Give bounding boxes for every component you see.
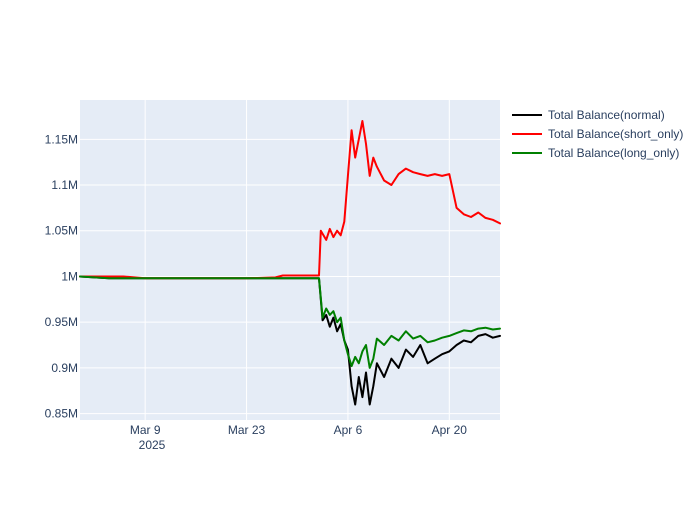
y-tick-label: 0.95M [45, 315, 78, 329]
legend-label-total-balance-short-only[interactable]: Total Balance(short_only) [548, 127, 683, 141]
x-tick-label: Apr 20 [432, 423, 468, 437]
x-tick-label: Apr 6 [334, 423, 363, 437]
y-tick-labels: 0.85M 0.9M 0.95M 1M 1.05M 1.1M 1.15M [45, 132, 78, 420]
y-tick-label: 0.85M [45, 407, 78, 421]
x-tick-label: Mar 9 [130, 423, 161, 437]
y-tick-label: 0.9M [51, 361, 78, 375]
y-tick-label: 1.1M [51, 178, 78, 192]
y-tick-label: 1.15M [45, 132, 78, 146]
y-gridlines [80, 138, 500, 415]
x-tick-label: Mar 23 [228, 423, 266, 437]
x-gridlines [144, 100, 450, 420]
legend-label-total-balance-normal[interactable]: Total Balance(normal) [548, 108, 665, 122]
y-tick-label: 1M [61, 269, 78, 283]
x-tick-labels: Mar 9 Mar 23 Apr 6 Apr 20 [130, 423, 467, 437]
series-line-total-balance-long-only[interactable] [79, 275, 501, 369]
legend[interactable]: Total Balance(normal) Total Balance(short… [512, 108, 683, 160]
plot-background [80, 100, 500, 420]
legend-label-total-balance-long-only[interactable]: Total Balance(long_only) [548, 146, 679, 160]
x-year-label: 2025 [139, 438, 166, 452]
y-tick-label: 1.05M [45, 224, 78, 238]
series-layer [79, 120, 501, 406]
